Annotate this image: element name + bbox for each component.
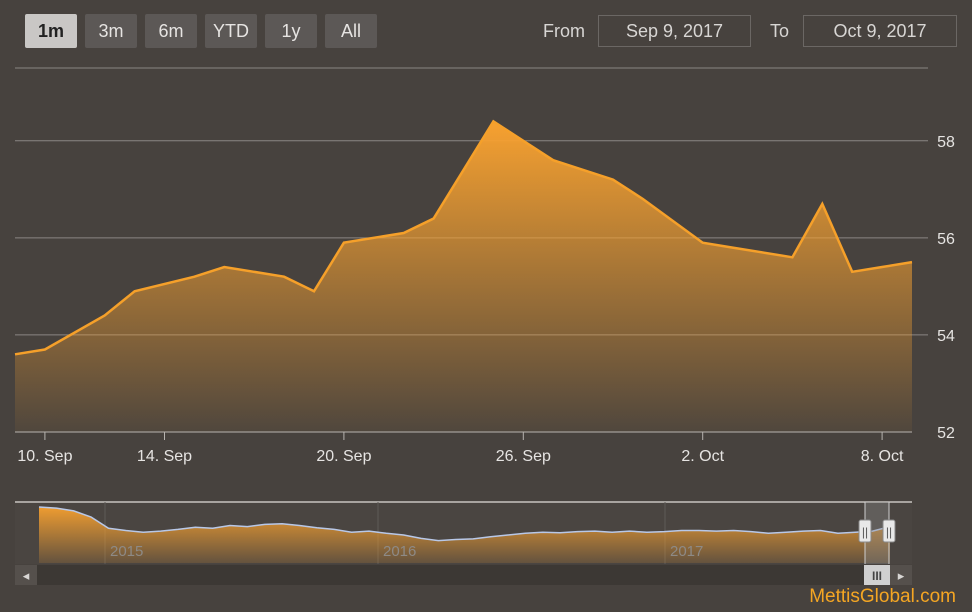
- y-tick-label: 54: [937, 328, 955, 345]
- navigator-series-line: [38, 506, 891, 542]
- navigator-left-handle[interactable]: [858, 519, 872, 543]
- range-button-all[interactable]: All: [325, 14, 377, 48]
- navigator-year-label: 2017: [670, 543, 703, 560]
- price-area-fill: [15, 121, 912, 433]
- range-button-1m[interactable]: 1m: [25, 14, 77, 48]
- scrollbar-thumb[interactable]: [864, 565, 890, 585]
- navigator-year-label: 2016: [383, 543, 416, 560]
- x-tick-label: 8. Oct: [861, 448, 904, 465]
- range-button-3m[interactable]: 3m: [85, 14, 137, 48]
- from-date-input[interactable]: Sep 9, 2017: [598, 15, 751, 47]
- scrollbar-right-arrow-icon: ▸: [898, 569, 905, 584]
- scrollbar-grip-icon: III: [872, 569, 882, 583]
- from-label: From: [543, 21, 585, 41]
- y-tick-label: 52: [937, 425, 955, 442]
- brand-watermark: MettisGlobal.com: [809, 586, 956, 607]
- navigator-series-fill: [39, 507, 890, 563]
- navigator-year-label: 2015: [110, 543, 143, 560]
- to-date-input[interactable]: Oct 9, 2017: [803, 15, 957, 47]
- x-tick-label: 26. Sep: [496, 448, 551, 465]
- price-line: [14, 119, 913, 356]
- navigator-right-handle[interactable]: [882, 519, 896, 543]
- range-button-ytd[interactable]: YTD: [205, 14, 257, 48]
- range-selector: 1m 3m 6m YTD 1y All: [25, 14, 377, 48]
- to-label: To: [770, 21, 790, 41]
- scrollbar-left-arrow-icon: ◂: [23, 569, 30, 584]
- scrollbar-right-button[interactable]: [890, 565, 912, 585]
- y-tick-label: 58: [937, 134, 955, 151]
- range-button-1y[interactable]: 1y: [265, 14, 317, 48]
- range-button-6m[interactable]: 6m: [145, 14, 197, 48]
- x-tick-label: 14. Sep: [137, 448, 192, 465]
- x-tick-label: 10. Sep: [17, 448, 72, 465]
- navigator-left-handle-grip: ||: [862, 525, 868, 539]
- scrollbar-track[interactable]: [15, 565, 912, 585]
- x-tick-label: 20. Sep: [316, 448, 371, 465]
- scrollbar-left-button[interactable]: [15, 565, 37, 585]
- y-tick-label: 56: [937, 231, 955, 248]
- navigator-right-handle-grip: ||: [886, 525, 892, 539]
- x-tick-label: 2. Oct: [681, 448, 724, 465]
